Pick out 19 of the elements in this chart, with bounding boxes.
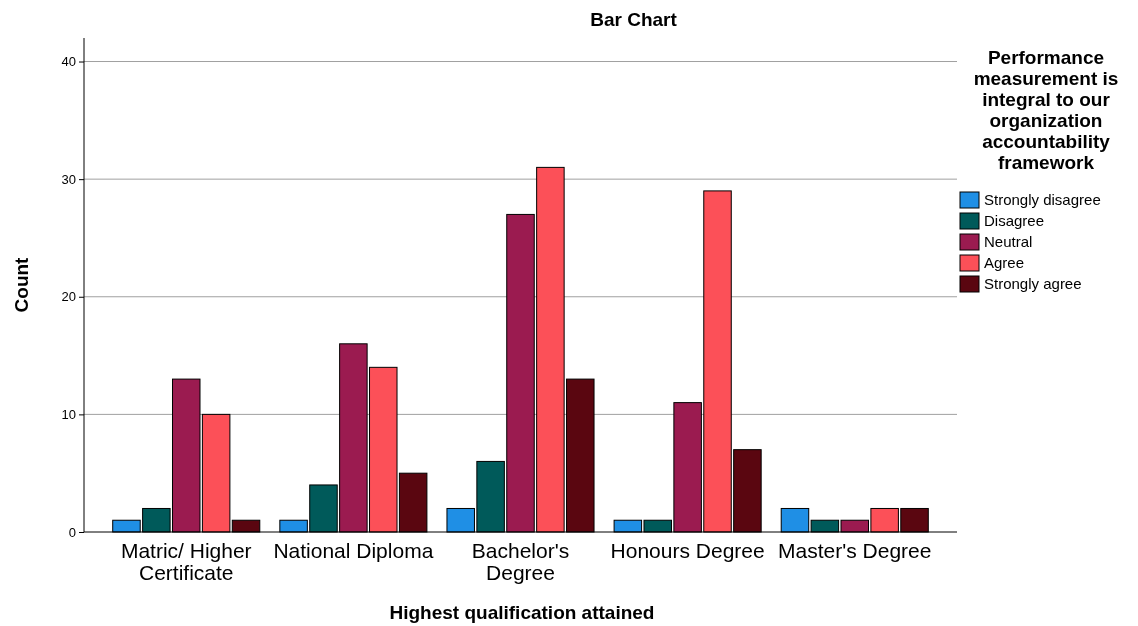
y-tick-label: 0 xyxy=(68,524,76,540)
legend-label: Agree xyxy=(984,254,1025,271)
legend-label: Strongly agree xyxy=(984,275,1082,292)
legend-label: Strongly disagree xyxy=(984,191,1101,208)
y-tick-label: 40 xyxy=(61,54,76,70)
y-tick-label: 20 xyxy=(61,289,76,305)
chart-title: Bar Chart xyxy=(590,9,678,30)
x-axis-title: Highest qualification attained xyxy=(389,602,655,623)
legend-label: Neutral xyxy=(984,233,1033,250)
legend-title: Performance measurement is integral to our organization accountability framework xyxy=(973,47,1119,173)
x-tick-label: Master's Degree xyxy=(778,539,932,562)
y-tick-label: 30 xyxy=(61,171,76,187)
legend-label: Disagree xyxy=(984,212,1045,229)
y-tick-label: 10 xyxy=(61,407,76,423)
x-tick-label: Honours Degree xyxy=(610,539,765,562)
x-tick-label: Matric/ Higher Certificate xyxy=(120,539,252,584)
x-tick-label: Bachelor's Degree xyxy=(471,539,570,584)
x-tick-label: National Diploma xyxy=(273,539,434,562)
y-axis-title: Count xyxy=(11,256,32,313)
